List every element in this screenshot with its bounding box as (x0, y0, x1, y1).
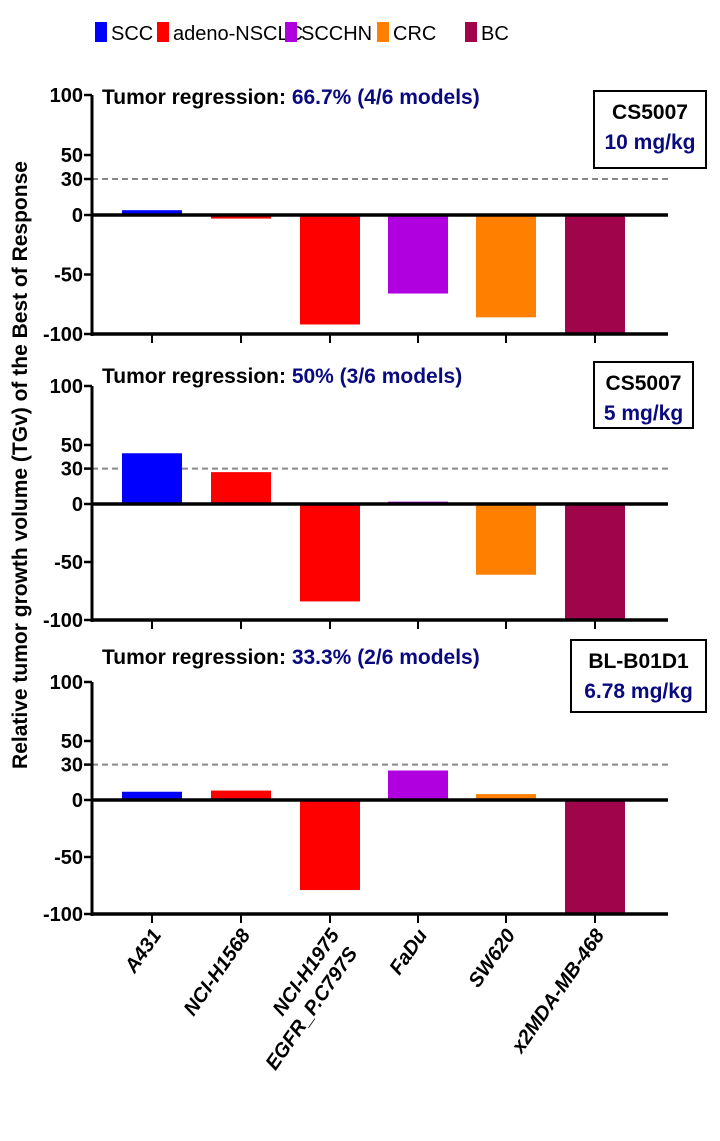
legend-label: BC (481, 23, 509, 45)
dose-label: 5 mg/kg (604, 402, 683, 425)
legend-swatch (285, 22, 297, 42)
y-tick-label: 100 (50, 672, 83, 694)
y-tick-label: 50 (61, 731, 83, 753)
y-tick-label: 30 (61, 459, 83, 481)
dose-label: 10 mg/kg (604, 131, 695, 154)
dose-label: 6.78 mg/kg (584, 680, 693, 703)
y-axis-label: Relative tumor growth volume (TGv) of th… (9, 161, 32, 769)
bar-fadu (388, 770, 448, 800)
dose-box: CS5007 5 mg/kg (593, 361, 694, 429)
y-tick-label: 30 (61, 169, 83, 191)
bar-nci-h1975 (300, 800, 360, 891)
legend-item: BC (465, 22, 509, 45)
legend-swatch (465, 22, 477, 42)
bar-a431 (122, 453, 182, 504)
y-tick-label: 30 (61, 755, 83, 777)
panel-1: Tumor regression: 66.7% (4/6 models) 100 5… (43, 85, 707, 346)
dose-box: CS5007 10 mg/kg (593, 90, 707, 169)
x-tick-label: A431 (120, 925, 166, 978)
panels: Tumor regression: 66.7% (4/6 models) 100 5… (43, 85, 707, 926)
bar-sw620 (476, 504, 536, 575)
legend-item: adeno-NSCLC (157, 22, 303, 45)
legend-item: CRC (377, 22, 436, 45)
bar-a431 (122, 791, 182, 800)
x-tick-label: SW620 (464, 925, 520, 991)
y-tick-label: 50 (61, 145, 83, 167)
legend-swatch (377, 22, 389, 42)
y-tick-label: -50 (54, 552, 83, 574)
legend-item: SCC (95, 22, 153, 45)
bar-nci-h1568 (211, 215, 271, 219)
y-tick-label: 0 (72, 494, 83, 516)
legend-label: SCCHN (301, 23, 372, 45)
y-tick-label: 100 (50, 376, 83, 398)
panel-3: Tumor regression: 33.3% (2/6 models) 100 5… (43, 639, 707, 926)
y-tick-label: -50 (54, 847, 83, 869)
legend-item: SCCHN (285, 22, 372, 45)
legend-swatch (157, 22, 169, 42)
x-tick-label: x2MDA-MB-468 (507, 925, 610, 1058)
bar-nci-h1568 (211, 472, 271, 504)
y-tick-label: -100 (43, 904, 83, 926)
y-tick-label: -50 (54, 265, 83, 287)
y-tick-label: 50 (61, 435, 83, 457)
legend-label: SCC (111, 23, 153, 45)
dose-box: BL-B01D1 6.78 mg/kg (570, 639, 707, 713)
panel-title: Tumor regression: 66.7% (4/6 models) (102, 86, 480, 109)
panel-2: Tumor regression: 50% (3/6 models) 100 503… (43, 361, 694, 632)
x-tick-label: NCI-H1568 (180, 925, 256, 1020)
drug-name: CS5007 (612, 101, 688, 124)
drug-name: CS5007 (606, 372, 682, 395)
bar-sw620 (476, 215, 536, 318)
legend-label: CRC (393, 23, 436, 45)
bar-nci-h1975 (300, 215, 360, 325)
bar-a431 (122, 210, 182, 215)
bar-fadu (388, 215, 448, 294)
bar-x2mda-mb-468 (565, 800, 625, 914)
bar-x2mda-mb-468 (565, 215, 625, 334)
legend-swatch (95, 22, 107, 42)
x-tick-label: FaDu (385, 925, 432, 979)
legend-label: adeno-NSCLC (173, 23, 303, 45)
bar-nci-h1975 (300, 504, 360, 602)
panel-title: Tumor regression: 33.3% (2/6 models) (102, 646, 480, 669)
bar-sw620 (476, 794, 536, 800)
y-tick-label: -100 (43, 610, 83, 632)
bar-x2mda-mb-468 (565, 504, 625, 620)
y-tick-label: 100 (50, 85, 83, 107)
y-tick-label: 0 (72, 205, 83, 227)
bar-nci-h1568 (211, 790, 271, 800)
y-tick-label: 0 (72, 790, 83, 812)
drug-name: BL-B01D1 (588, 650, 689, 673)
panel-title: Tumor regression: 50% (3/6 models) (102, 365, 462, 388)
y-tick-label: -100 (43, 324, 83, 346)
